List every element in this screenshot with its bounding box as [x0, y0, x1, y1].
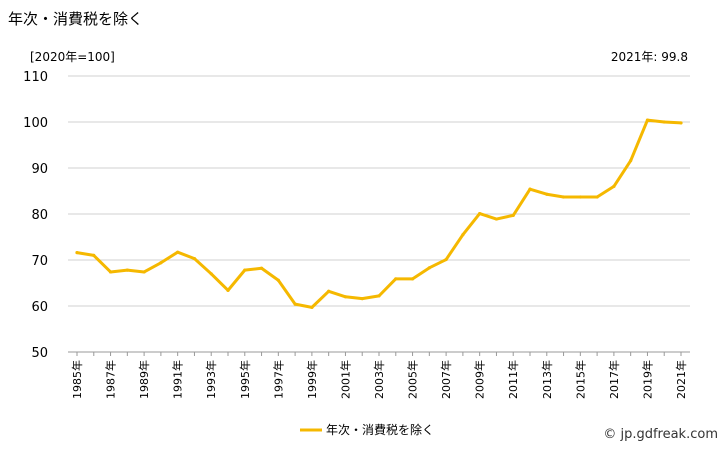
data-point [494, 217, 499, 221]
x-tick-label: 1999年 [305, 360, 319, 399]
data-point [377, 294, 381, 298]
data-point [427, 266, 431, 270]
data-point [394, 277, 398, 281]
grid-lines [68, 75, 690, 353]
legend-label: 年次・消費税を除く [326, 422, 434, 437]
x-tick-label: 2007年 [439, 360, 453, 399]
x-tick-label: 2021年 [674, 360, 688, 399]
x-tick-label: 1991年 [171, 360, 185, 399]
data-point [75, 251, 79, 255]
y-tick-label: 70 [31, 254, 48, 269]
data-point [192, 257, 197, 261]
data-point [142, 270, 146, 274]
y-tick-label: 100 [23, 116, 48, 131]
data-point [629, 159, 633, 163]
data-point [276, 278, 280, 282]
x-tick-label: 1997年 [271, 360, 285, 399]
x-axis: 1985年 1987年 1989年 1991年 1993年 1995年 1997年 1999年… [68, 351, 690, 399]
data-point [511, 213, 515, 217]
data-point [226, 288, 230, 292]
data-point [595, 195, 599, 199]
data-point [679, 121, 683, 125]
data-point [545, 192, 549, 196]
data-point [293, 302, 297, 306]
data-point [410, 277, 415, 281]
data-point [310, 305, 314, 309]
x-tick-label: 2019年 [640, 360, 654, 399]
source-credit: © jp.gdfreak.com [603, 427, 718, 442]
data-point [243, 268, 247, 272]
data-point [92, 253, 96, 257]
x-tick-label: 1993年 [204, 360, 218, 399]
data-point [176, 250, 180, 254]
x-tick-label: 2011年 [506, 360, 520, 399]
y-tick-label: 80 [31, 208, 48, 223]
data-point [561, 195, 566, 199]
data-point [578, 195, 582, 199]
x-tick-label: 2005年 [406, 360, 420, 399]
data-point [209, 272, 213, 276]
series-layer [75, 118, 683, 309]
x-tick-label: 1995年 [238, 360, 252, 399]
data-point [645, 118, 650, 122]
unit-label: [2020年=100] [30, 50, 115, 64]
x-tick-label: 1989年 [137, 360, 151, 399]
data-point [108, 270, 113, 274]
data-point [259, 266, 264, 270]
x-tick-label: 1987年 [104, 360, 118, 399]
legend: 年次・消費税を除く [300, 422, 434, 437]
x-tick-label: 2001年 [338, 360, 352, 399]
x-tick-label: 2013年 [540, 360, 554, 399]
y-tick-label: 60 [31, 300, 48, 315]
y-tick-label: 50 [31, 346, 48, 361]
data-point [528, 187, 532, 191]
data-point [360, 297, 364, 301]
data-point [327, 289, 331, 293]
x-tick-label: 2017年 [607, 360, 621, 399]
data-point [125, 268, 129, 272]
x-tick-label: 2009年 [473, 360, 487, 399]
x-tick-label: 1985年 [70, 360, 84, 399]
y-tick-label: 90 [31, 162, 48, 177]
x-tick-label: 2003年 [372, 360, 386, 399]
y-axis: 50 60 70 80 90 100 110 [23, 70, 48, 361]
chart-title: 年次・消費税を除く [8, 10, 144, 28]
x-tick-label: 2015年 [573, 360, 587, 399]
data-point [444, 257, 448, 262]
data-point [662, 120, 666, 124]
data-point [343, 295, 348, 299]
y-tick-label: 110 [23, 70, 48, 85]
data-point [612, 184, 616, 188]
latest-value-note: 2021年: 99.8 [610, 50, 688, 64]
data-point [461, 233, 465, 237]
data-point [478, 211, 482, 216]
data-point [159, 261, 163, 265]
